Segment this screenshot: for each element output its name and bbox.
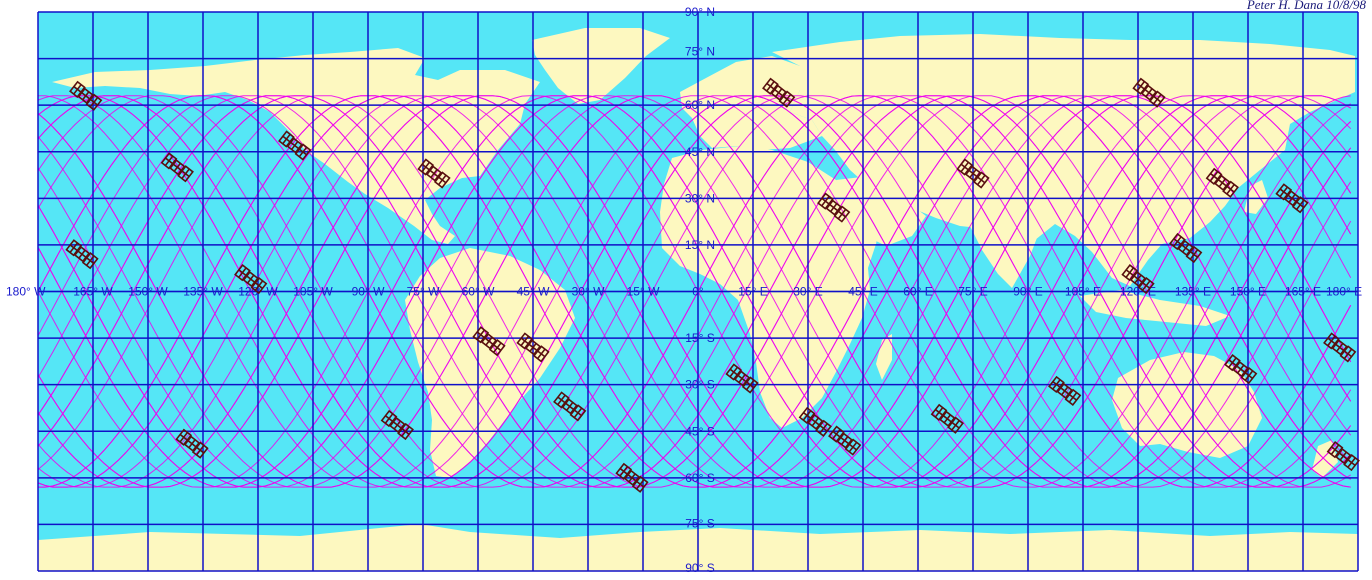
satellite-icon: [1224, 354, 1258, 385]
satellites: [65, 77, 1360, 493]
satellite-icon: [278, 130, 312, 161]
satellite-icon: [930, 403, 964, 434]
ground-track: [37, 95, 1352, 488]
satellite-icon: [234, 264, 268, 295]
latitude-label: 45° S: [685, 424, 714, 438]
satellite-icon: [160, 152, 194, 183]
north-america: [52, 48, 540, 244]
satellite-icon: [1323, 332, 1357, 363]
longitude-label: 135° E: [1175, 285, 1211, 299]
satellite-icon: [1121, 264, 1155, 295]
satellite-icon: [417, 158, 451, 189]
satellite-icon: [1275, 183, 1309, 214]
satellite-icon: [956, 158, 990, 189]
latitude-label: 90° S: [685, 561, 714, 575]
latitude-label: 15° S: [685, 331, 714, 345]
latitude-label: 15° N: [685, 238, 715, 252]
graticule: [37, 11, 1359, 572]
arabia: [836, 176, 926, 246]
longitude-label: 180° W: [6, 285, 46, 299]
longitude-label: 135° W: [183, 285, 223, 299]
satellite-icon: [1048, 375, 1082, 406]
satellite-icon: [553, 391, 587, 422]
latitude-label: 30° S: [685, 378, 714, 392]
satellite-icon: [65, 239, 99, 270]
latitude-label: 30° N: [685, 191, 715, 205]
latitude-label: 75° N: [685, 45, 715, 59]
satellite-icon: [725, 363, 759, 394]
satellite-icon: [1169, 232, 1203, 264]
satellite-icon: [1326, 441, 1360, 472]
longitude-label: 0°: [692, 285, 704, 299]
latitude-label: 75° S: [685, 516, 714, 530]
longitude-label: 180° E: [1326, 285, 1362, 299]
longitude-label: 150° W: [128, 285, 168, 299]
author-credit: Peter H. Dana 10/8/98: [1246, 0, 1367, 12]
madagascar: [876, 334, 892, 380]
longitude-label: 45° E: [848, 285, 877, 299]
ground-track: [37, 95, 1352, 488]
satellite-icon: [472, 326, 506, 357]
satellite-icon: [1132, 77, 1166, 108]
longitude-label: 15° W: [627, 285, 660, 299]
longitude-label: 90° W: [352, 285, 385, 299]
longitude-label: 105° W: [293, 285, 333, 299]
latitude-labels: 90° N 75° N 60° N 45° N 30° N 15° N 15° S 30° S…: [685, 5, 715, 575]
latitude-label: 90° N: [685, 5, 715, 19]
longitude-label: 75° W: [407, 285, 440, 299]
latitude-label: 60° S: [685, 471, 714, 485]
longitude-label: 165° W: [73, 285, 113, 299]
latitude-label: 60° N: [685, 98, 715, 112]
satellite-icon: [828, 425, 862, 456]
satellite-icon: [798, 406, 832, 437]
satellite-icon: [817, 192, 851, 223]
satellite-icon: [69, 80, 103, 111]
latitude-label: 45° N: [685, 145, 715, 159]
satellite-icon: [1205, 167, 1239, 198]
satellite-icon: [175, 428, 209, 459]
longitude-label: 45° W: [517, 285, 550, 299]
longitude-label: 120° W: [238, 285, 278, 299]
ground-track: [38, 95, 1351, 488]
longitude-label: 120° E: [1120, 285, 1156, 299]
ground-track: [37, 95, 1351, 488]
satellite-icon: [762, 77, 796, 108]
africa: [660, 146, 880, 428]
satellite-icon: [380, 409, 414, 441]
longitude-label: 15° E: [738, 285, 767, 299]
longitude-label: 60° W: [462, 285, 495, 299]
greenland: [532, 28, 670, 104]
satellite-icon: [615, 462, 649, 493]
longitude-label: 75° E: [958, 285, 987, 299]
longitude-label: 165° E: [1285, 285, 1321, 299]
longitude-label: 90° E: [1013, 285, 1042, 299]
longitude-label: 105° E: [1065, 285, 1101, 299]
longitude-label: 30° E: [793, 285, 822, 299]
satellite-icon: [516, 332, 550, 363]
longitude-labels: 180° W 165° W 150° W 135° W 120° W 105° W 90° …: [6, 285, 1362, 299]
longitude-label: 60° E: [903, 285, 932, 299]
longitude-label: 30° W: [572, 285, 605, 299]
longitude-label: 150° E: [1230, 285, 1266, 299]
japan: [1244, 180, 1268, 214]
